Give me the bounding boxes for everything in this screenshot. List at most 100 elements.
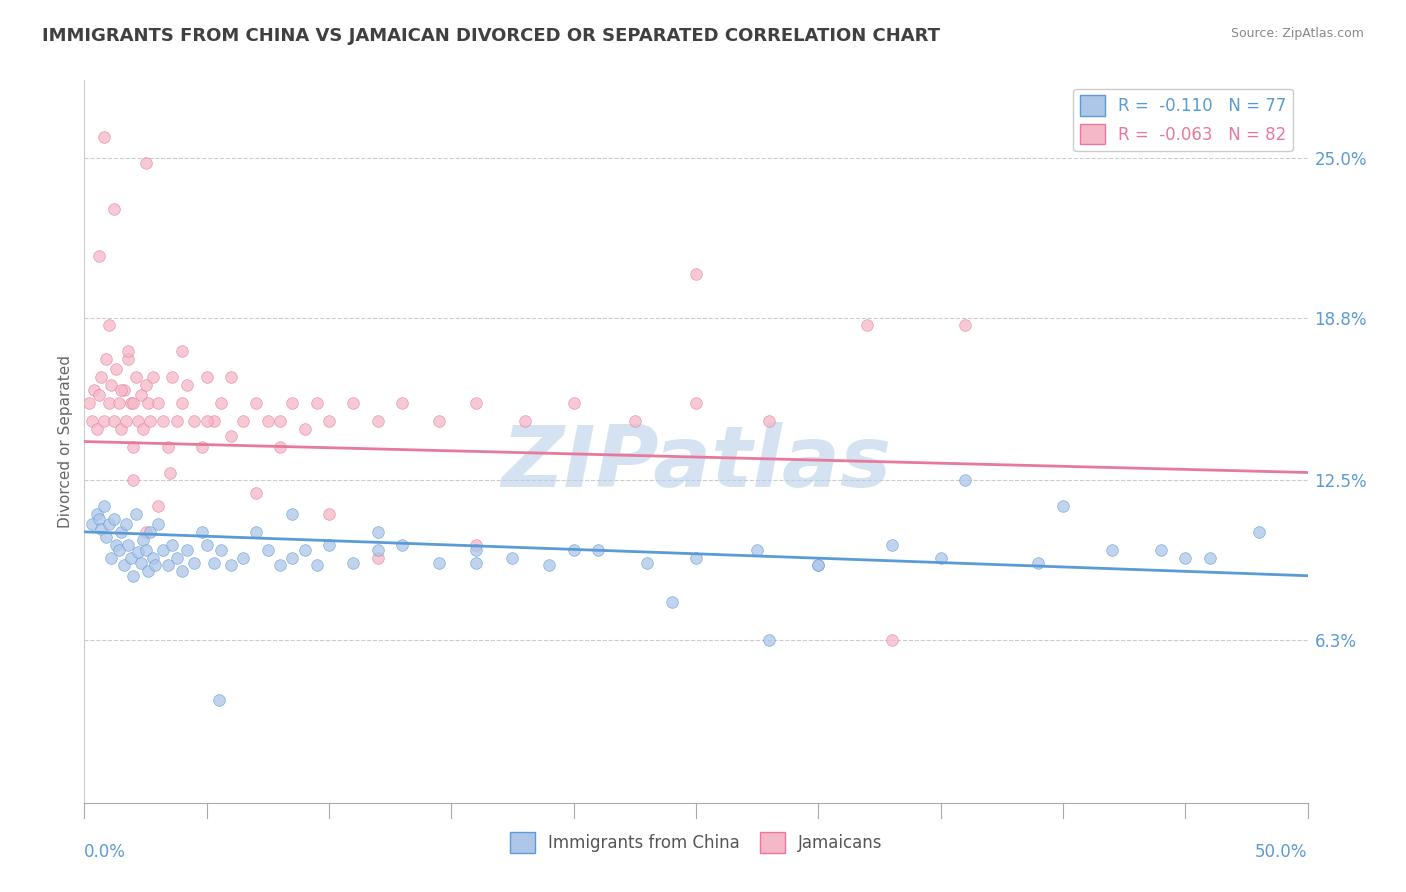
Point [87, 512, 110, 526]
Point [391, 396, 413, 410]
Point [318, 414, 340, 428]
Point [191, 524, 214, 539]
Point [219, 429, 242, 443]
Point [269, 414, 291, 428]
Point [1052, 499, 1074, 513]
Point [202, 556, 225, 570]
Point [156, 558, 179, 573]
Point [87, 249, 110, 263]
Point [191, 440, 214, 454]
Point [136, 396, 159, 410]
Point [96, 351, 118, 366]
Point [87, 388, 110, 402]
Point [172, 564, 194, 578]
Point [281, 396, 304, 410]
Point [132, 422, 155, 436]
Point [305, 558, 328, 573]
Point [195, 538, 218, 552]
Point [112, 558, 135, 573]
Point [209, 396, 232, 410]
Point [269, 558, 291, 573]
Point [110, 422, 132, 436]
Point [97, 517, 120, 532]
Point [953, 473, 976, 487]
Point [807, 558, 830, 573]
Point [183, 556, 205, 570]
Point [464, 542, 486, 557]
Point [1101, 542, 1123, 557]
Point [136, 564, 159, 578]
Point [183, 414, 205, 428]
Point [195, 414, 218, 428]
Point [367, 414, 389, 428]
Y-axis label: Divorced or Separated: Divorced or Separated [58, 355, 73, 528]
Point [232, 550, 254, 565]
Point [96, 530, 118, 544]
Point [110, 524, 132, 539]
Point [294, 542, 316, 557]
Point [685, 267, 707, 281]
Point [953, 318, 976, 333]
Point [129, 388, 152, 402]
Point [427, 556, 450, 570]
Point [318, 538, 340, 552]
Point [880, 633, 903, 648]
Point [127, 545, 149, 559]
Point [143, 558, 166, 573]
Point [162, 370, 184, 384]
Point [1247, 524, 1270, 539]
Point [135, 377, 157, 392]
Point [132, 533, 155, 547]
Point [105, 538, 128, 552]
Point [269, 440, 291, 454]
Point [103, 202, 125, 217]
Point [195, 370, 218, 384]
Point [391, 538, 413, 552]
Text: IMMIGRANTS FROM CHINA VS JAMAICAN DIVORCED OR SEPARATED CORRELATION CHART: IMMIGRANTS FROM CHINA VS JAMAICAN DIVORC… [42, 27, 941, 45]
Point [758, 633, 780, 648]
Point [122, 396, 145, 410]
Point [1198, 550, 1220, 565]
Point [80, 517, 103, 532]
Point [100, 550, 122, 565]
Point [110, 383, 132, 397]
Point [202, 414, 225, 428]
Point [100, 377, 122, 392]
Point [219, 370, 242, 384]
Point [880, 538, 903, 552]
Point [172, 396, 194, 410]
Point [86, 507, 108, 521]
Point [156, 440, 179, 454]
Point [152, 542, 174, 557]
Point [176, 542, 198, 557]
Point [305, 396, 328, 410]
Point [122, 473, 145, 487]
Text: 0.0%: 0.0% [84, 843, 127, 861]
Point [294, 422, 316, 436]
Point [807, 558, 830, 573]
Point [80, 414, 103, 428]
Point [257, 542, 280, 557]
Point [245, 524, 267, 539]
Point [562, 396, 585, 410]
Point [146, 517, 169, 532]
Point [93, 414, 115, 428]
Point [112, 383, 135, 397]
Point [342, 396, 364, 410]
Point [318, 507, 340, 521]
Point [146, 499, 169, 513]
Point [232, 414, 254, 428]
Point [139, 524, 162, 539]
Point [464, 396, 486, 410]
Point [513, 414, 536, 428]
Point [159, 466, 181, 480]
Point [685, 550, 707, 565]
Point [135, 524, 157, 539]
Point [166, 550, 188, 565]
Point [1028, 556, 1050, 570]
Point [502, 550, 524, 565]
Point [115, 517, 138, 532]
Point [107, 396, 129, 410]
Point [342, 556, 364, 570]
Point [107, 542, 129, 557]
